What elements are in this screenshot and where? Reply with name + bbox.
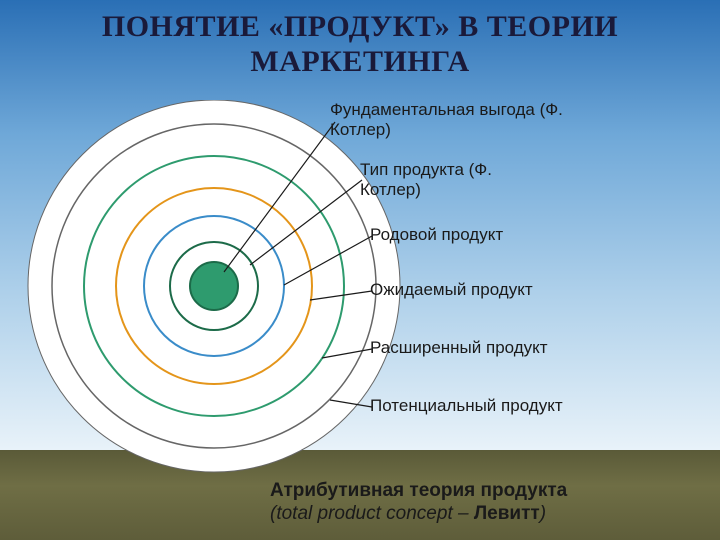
label-core: Фундаментальная выгода (Ф. Котлер) xyxy=(330,100,590,139)
label-expected: Ожидаемый продукт xyxy=(370,280,590,300)
footer-italic-close: ) xyxy=(540,503,546,524)
title-line-1: ПОНЯТИЕ «ПРОДУКТ» В ТЕОРИИ xyxy=(102,10,618,43)
footer-bold: Атрибутивная теория продукта xyxy=(270,480,567,501)
footer-author: Левитт xyxy=(474,503,540,524)
ring-core xyxy=(190,262,238,310)
label-type: Тип продукта (Ф. Котлер) xyxy=(360,160,520,199)
label-generic: Родовой продукт xyxy=(370,225,590,245)
page-title: ПОНЯТИЕ «ПРОДУКТ» В ТЕОРИИ МАРКЕТИНГА xyxy=(0,10,720,79)
footer-italic-part: (total product concept – xyxy=(270,503,474,524)
label-augmented: Расширенный продукт xyxy=(370,338,610,358)
title-line-2: МАРКЕТИНГА xyxy=(250,45,469,78)
footer-note: Атрибутивная теория продукта (total prod… xyxy=(270,480,700,526)
label-potential: Потенциальный продукт xyxy=(370,396,630,416)
concentric-diagram: Фундаментальная выгода (Ф. Котлер) Тип пр… xyxy=(0,100,720,500)
